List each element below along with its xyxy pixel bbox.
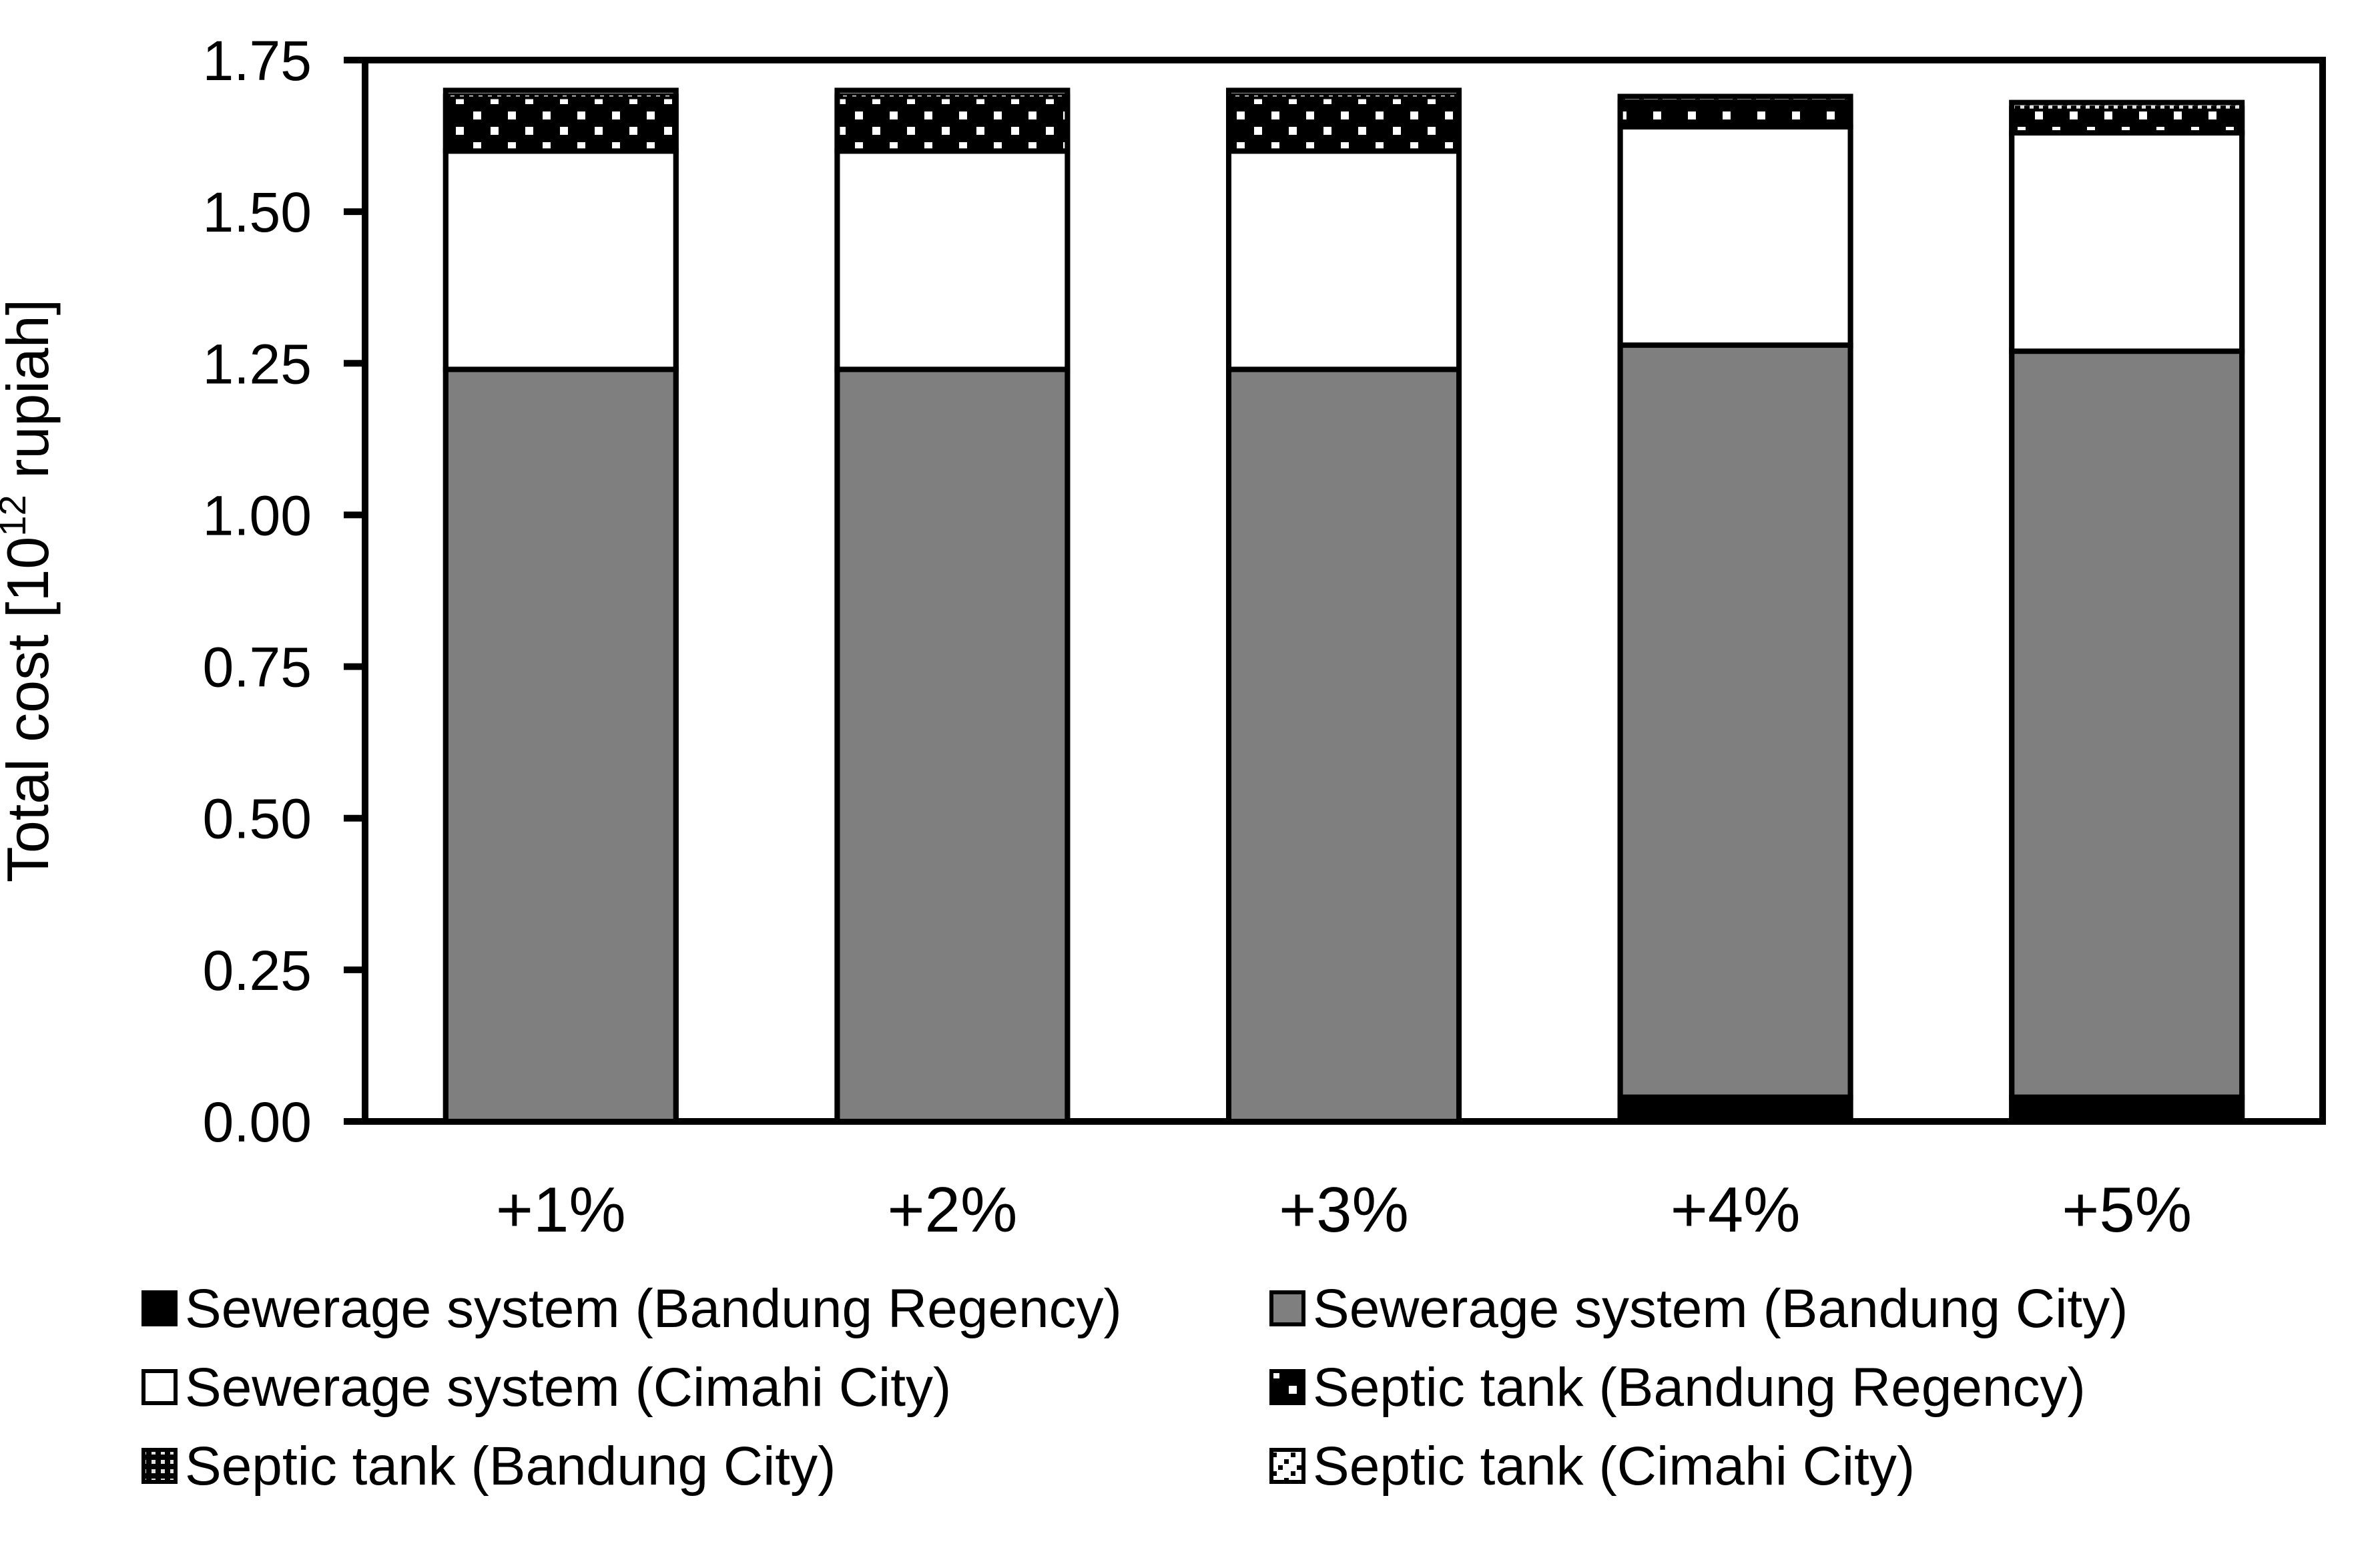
bar-outline — [1617, 93, 1853, 1124]
legend-label: Septic tank (Cimahi City) — [1313, 1436, 1915, 1497]
bar-outline — [2009, 99, 2245, 1125]
x-category-label: +3% — [1279, 1174, 1409, 1246]
legend-item: Septic tank (Bandung City) — [141, 1436, 836, 1497]
y-tick-label: 1.25 — [203, 332, 312, 395]
legend-item: Septic tank (Cimahi City) — [1269, 1436, 1915, 1497]
bar-segment — [1226, 148, 1462, 372]
legend-swatch — [141, 1369, 178, 1405]
legend-swatch — [1269, 1369, 1305, 1405]
bar-segment — [445, 93, 676, 97]
bar-segment — [837, 93, 1068, 97]
bar-outline — [1226, 87, 1462, 1124]
bar-segment — [1229, 93, 1459, 97]
bar-segment — [1226, 93, 1462, 154]
legend-item: Sewerage system (Bandung City) — [1269, 1278, 2128, 1339]
y-tick-label: 1.00 — [203, 484, 312, 547]
bar-segment — [2009, 130, 2245, 354]
x-axis-labels: +1% +2% +3% +4% +5% — [496, 1174, 2192, 1246]
y-axis-title: Total cost [1012 rupiah] — [0, 299, 61, 882]
legend-label: Septic tank (Bandung City) — [185, 1436, 836, 1497]
y-tick-label: 1.50 — [203, 181, 312, 244]
y-tick-label: 0.50 — [203, 788, 312, 850]
y-axis-ticks: 0.00 0.25 0.50 0.75 1.00 1.25 1.50 1.75 — [203, 29, 365, 1153]
bar-+2% — [834, 87, 1071, 1124]
bar-segment — [1617, 123, 1853, 348]
bar-segment — [442, 148, 679, 372]
legend-label: Sewerage system (Bandung Regency) — [185, 1278, 1122, 1339]
legend: Sewerage system (Bandung Regency) Sewerag… — [141, 1278, 2128, 1497]
legend-label: Sewerage system (Cimahi City) — [185, 1357, 951, 1418]
bar-outline — [834, 87, 1071, 1124]
bar-segment — [442, 366, 679, 1124]
bar-+1% — [442, 87, 679, 1124]
bar-segment — [2009, 348, 2245, 1100]
bar-segment — [442, 93, 679, 154]
legend-item: Sewerage system (Bandung Regency) — [141, 1278, 1122, 1339]
legend-swatch — [1269, 1290, 1305, 1326]
bar-segment — [1617, 342, 1853, 1100]
x-category-label: +4% — [1671, 1174, 1801, 1246]
y-tick-label: 0.75 — [203, 636, 312, 699]
legend-label: Septic tank (Bandung Regency) — [1313, 1357, 2086, 1418]
x-category-label: +5% — [2062, 1174, 2192, 1246]
legend-item: Septic tank (Bandung Regency) — [1269, 1357, 2086, 1418]
legend-swatch — [1269, 1448, 1305, 1484]
bar-+4% — [1617, 93, 1853, 1124]
bar-segment — [834, 148, 1071, 372]
legend-label: Sewerage system (Bandung City) — [1313, 1278, 2128, 1339]
bar-segment — [2012, 105, 2243, 109]
x-category-label: +1% — [496, 1174, 626, 1246]
bar-segment — [2009, 1094, 2245, 1124]
bar-segment — [1617, 1094, 1853, 1124]
y-tick-label: 1.75 — [203, 29, 312, 92]
bar-+5% — [2009, 99, 2245, 1125]
legend-item: Sewerage system (Cimahi City) — [141, 1357, 951, 1418]
bar-segment — [834, 93, 1071, 154]
bar-outline — [442, 87, 679, 1124]
y-tick-label: 0.00 — [203, 1091, 312, 1153]
bar-segment — [2009, 105, 2245, 136]
legend-swatch — [141, 1290, 178, 1326]
bar-segment — [1226, 366, 1462, 1124]
y-tick-label: 0.25 — [203, 939, 312, 1002]
legend-swatch — [141, 1448, 178, 1484]
bar-segment — [1620, 99, 1851, 103]
bar-+3% — [1226, 87, 1462, 1124]
bar-segment — [834, 366, 1071, 1124]
bars-group — [442, 87, 2245, 1125]
x-category-label: +2% — [887, 1174, 1017, 1246]
bar-segment — [1617, 99, 1853, 129]
